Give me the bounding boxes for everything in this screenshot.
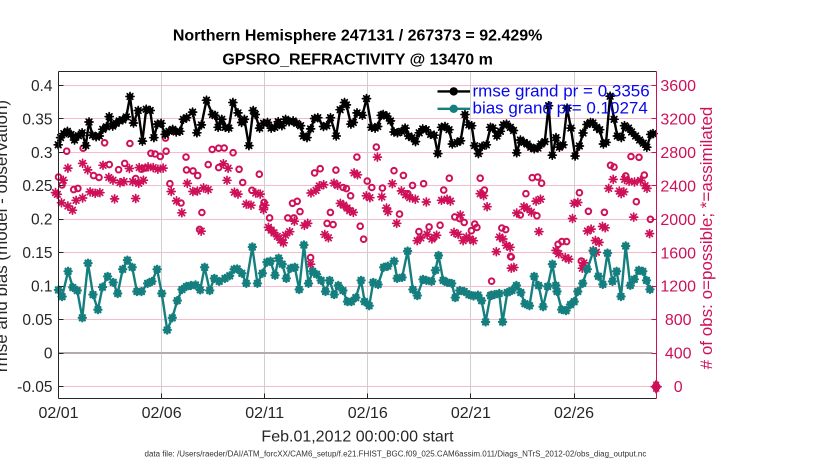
svg-text:Feb.01,2012 00:00:00 start: Feb.01,2012 00:00:00 start	[261, 428, 454, 445]
svg-text:3600: 3600	[660, 78, 696, 95]
svg-text:0.35: 0.35	[22, 111, 52, 128]
svg-text:0.15: 0.15	[22, 245, 52, 262]
svg-text:02/21: 02/21	[451, 405, 491, 422]
svg-text:0.25: 0.25	[22, 178, 52, 195]
svg-text:3200: 3200	[660, 112, 696, 129]
svg-text:02/11: 02/11	[245, 405, 284, 422]
svg-text:0.1: 0.1	[31, 279, 53, 296]
svg-text:0: 0	[44, 345, 53, 362]
svg-text:0.3: 0.3	[31, 145, 53, 162]
svg-text:1600: 1600	[660, 245, 696, 262]
svg-text:0.4: 0.4	[31, 78, 53, 95]
svg-text:02/06: 02/06	[142, 405, 182, 422]
svg-text:800: 800	[665, 312, 692, 329]
svg-text:data file: /Users/raeder/DAI/A: data file: /Users/raeder/DAI/ATM_forcXX/…	[145, 449, 647, 458]
svg-text:2000: 2000	[660, 212, 696, 229]
svg-text:02/16: 02/16	[348, 405, 388, 422]
svg-text:02/26: 02/26	[554, 405, 594, 422]
svg-text:02/01: 02/01	[38, 405, 78, 422]
svg-text:GPSRO_REFRACTIVITY @ 13470 m: GPSRO_REFRACTIVITY @ 13470 m	[222, 51, 493, 68]
svg-text:rmse grand pr = 0.3356: rmse grand pr = 0.3356	[473, 81, 650, 100]
svg-text:2400: 2400	[660, 178, 696, 195]
svg-text:bias grand pr= 0.10274: bias grand pr= 0.10274	[473, 98, 648, 117]
svg-text:# of obs: o=possible; *=assimi: # of obs: o=possible; *=assimilated	[697, 107, 716, 370]
svg-text:rmse and bias (model - observa: rmse and bias (model - observation)	[0, 100, 11, 372]
svg-text:0.05: 0.05	[22, 312, 52, 329]
svg-text:2800: 2800	[660, 145, 696, 162]
svg-text:0.2: 0.2	[31, 212, 53, 229]
svg-text:-0.05: -0.05	[17, 379, 52, 396]
svg-text:400: 400	[665, 346, 692, 363]
svg-text:Northern Hemisphere 247131 / 2: Northern Hemisphere 247131 / 267373 = 92…	[173, 27, 543, 44]
svg-text:0: 0	[674, 379, 683, 396]
svg-text:1200: 1200	[660, 279, 696, 296]
